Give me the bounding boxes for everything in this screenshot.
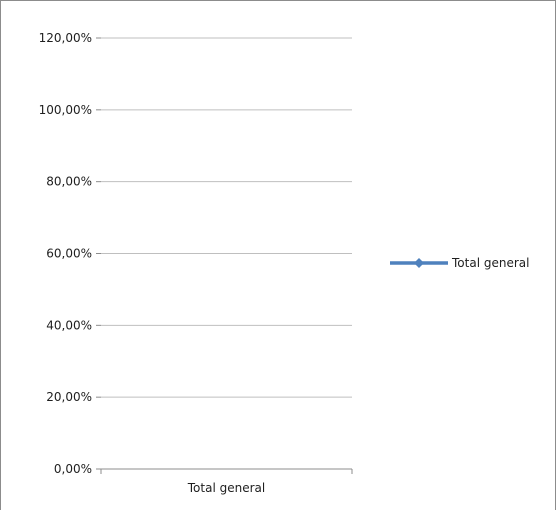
y-tick-label: 60,00% [46, 247, 92, 261]
gridlines [96, 37, 352, 470]
y-tick-label: 40,00% [46, 318, 92, 332]
legend: Total general [390, 256, 529, 270]
x-axis-tick-labels: Total general [187, 481, 265, 495]
x-tick-label: Total general [187, 481, 265, 495]
legend-series-marker [414, 258, 424, 268]
y-tick-label: 20,00% [46, 390, 92, 404]
y-tick-label: 120,00% [39, 31, 92, 45]
y-tick-label: 80,00% [46, 175, 92, 189]
y-axis-tick-labels: 0,00% 20,00% 40,00% 60,00% 80,00% 100,00% 120,… [39, 31, 92, 476]
y-tick-label: 0,00% [54, 462, 92, 476]
legend-series-label: Total general [451, 256, 529, 270]
y-tick-label: 100,00% [39, 103, 92, 117]
